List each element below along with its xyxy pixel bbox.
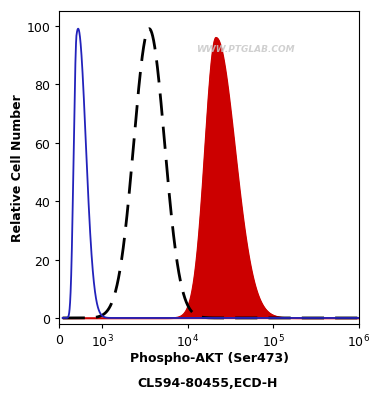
X-axis label: Phospho-AKT (Ser473): Phospho-AKT (Ser473) <box>130 351 289 364</box>
Text: WWW.PTGLAB.COM: WWW.PTGLAB.COM <box>196 45 294 54</box>
Y-axis label: Relative Cell Number: Relative Cell Number <box>10 94 24 242</box>
Text: CL594-80455,ECD-H: CL594-80455,ECD-H <box>137 376 278 389</box>
